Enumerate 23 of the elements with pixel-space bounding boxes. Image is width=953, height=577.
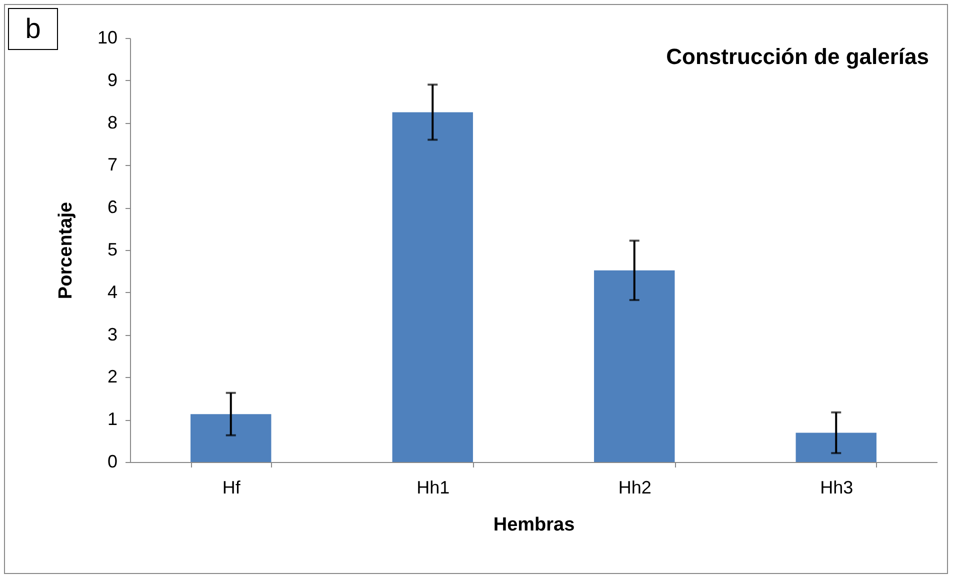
x-tick-label: Hh1 [416, 478, 450, 498]
y-tick-label: 5 [107, 240, 118, 260]
bar [392, 112, 473, 462]
y-tick-label: 1 [107, 409, 118, 430]
y-tick-label: 6 [107, 197, 118, 218]
y-tick-label: 7 [107, 154, 118, 175]
y-tick-label: 4 [107, 282, 118, 302]
chart-title: Construcción de galerías [666, 44, 929, 69]
x-tick-label: Hh2 [618, 478, 652, 498]
y-tick-label: 8 [107, 112, 118, 132]
bar [190, 414, 272, 462]
y-tick-label: 2 [107, 366, 118, 387]
y-axis-title: Porcentaje [55, 202, 76, 300]
x-tick-label: Hh3 [820, 478, 854, 498]
bar [594, 270, 675, 462]
y-tick-label: 0 [107, 452, 118, 472]
x-axis-title: Hembras [493, 514, 575, 536]
x-tick-label: Hf [222, 478, 242, 498]
y-tick-label: 9 [107, 70, 118, 90]
text: b [8, 8, 58, 50]
y-tick-label: 10 [97, 28, 118, 48]
bar [796, 432, 876, 462]
y-tick-label: 3 [107, 324, 118, 344]
